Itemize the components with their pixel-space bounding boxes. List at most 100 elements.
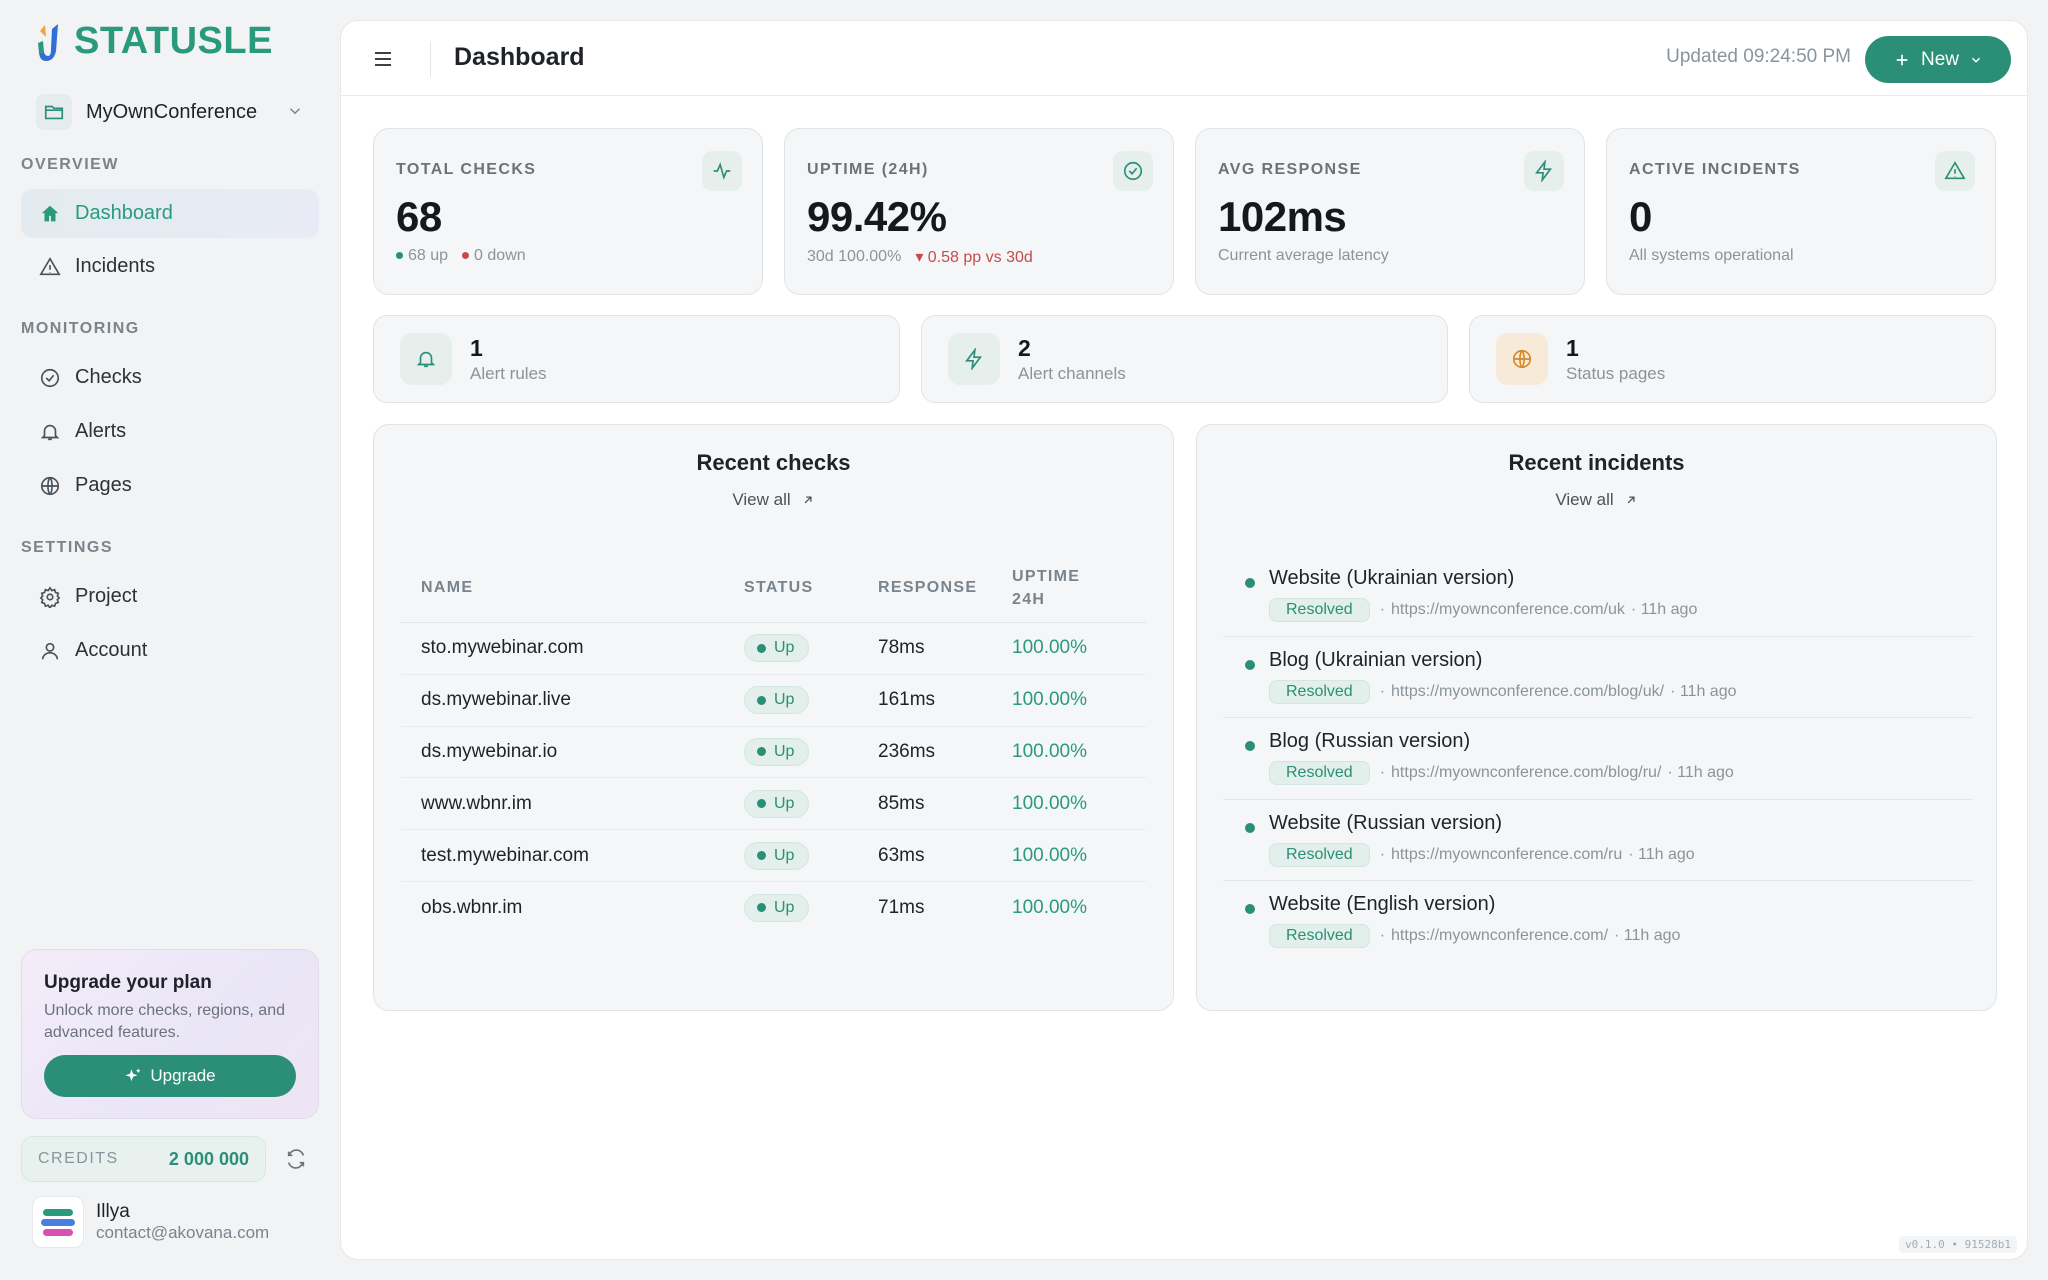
sidebar-item-label: Dashboard [75,202,173,224]
check-name: test.mywebinar.com [421,844,589,866]
stat-sub: Current average latency [1218,247,1389,264]
status-badge: Resolved [1269,924,1370,948]
bolt-icon [1524,151,1564,191]
upgrade-button[interactable]: Upgrade [44,1055,296,1097]
sidebar-item-label: Pages [75,474,132,496]
project-selector[interactable]: MyOwnConference [28,90,318,134]
status-badge: Resolved [1269,598,1370,622]
credits-label: CREDITS [38,1150,119,1167]
sidebar-item-label: Alerts [75,420,127,442]
status-badge: Resolved [1269,679,1370,704]
sidebar-item-pages[interactable]: Pages [21,461,319,510]
status-badge: Resolved [1269,761,1370,785]
incident-title: Blog (Russian version) [1269,730,1471,752]
sidebar-item-checks[interactable]: Checks [21,353,319,402]
mini-card-status-pages[interactable]: 1 Status pages [1469,315,1996,403]
new-button[interactable]: New [1865,36,2011,83]
avatar [32,1196,84,1248]
view-all-link[interactable]: View all [374,490,1173,510]
menu-icon[interactable] [371,47,395,71]
response-time: 78ms [878,637,925,659]
column-header: RESPONSE [878,578,978,596]
chevron-down-icon [1971,57,1981,63]
topbar: Dashboard Updated 09:24:50 PM New [341,21,2027,96]
incident-meta: Resolved · https://myownconference.com/blo… [1269,761,1973,785]
status-dot [757,799,766,809]
meta-separator: · [1379,682,1386,700]
stat-delta: ▾ 0.58 pp vs 30d [915,249,1033,266]
status-dot [757,695,766,705]
new-button-label: New [1920,48,1959,70]
logo-icon [38,23,58,61]
status-dot [757,903,766,913]
incident-time: · 11h ago [1628,845,1695,863]
view-all-label: View all [732,490,791,509]
mini-card-alert-channels[interactable]: 2 Alert channels [921,315,1448,403]
sidebar-item-project[interactable]: Project [21,572,319,621]
incident-time: · 11h ago [1670,682,1737,700]
sidebar-item-account[interactable]: Account [21,626,319,675]
upgrade-button-label: Upgrade [150,1066,216,1085]
view-all-link[interactable]: View all [1197,490,1996,510]
mini-card-alert-rules[interactable]: 1 Alert rules [373,315,900,403]
mini-value: 2 [1018,334,1031,361]
chevron-down-icon [289,108,301,115]
status-dot [757,643,766,653]
incident-meta: Resolved · https://myownconference.com/ru ·… [1269,842,1973,867]
column-header-line: UPTIME [1012,567,1081,585]
incident-meta: Resolved · https://myownconference.com/ · 1… [1269,924,1973,948]
meta-separator: · [1379,927,1386,944]
home-icon [37,203,63,225]
sidebar-item-alerts[interactable]: Alerts [21,407,319,456]
logo[interactable]: STATUSLE [34,20,273,63]
sidebar-item-incidents[interactable]: Incidents [21,242,319,291]
incident-url: https://myownconference.com/uk [1391,601,1625,618]
view-all-label: View all [1555,490,1614,509]
mini-value: 1 [1566,334,1579,361]
list-item[interactable]: Website (English version) Resolved · https:… [1223,881,1973,963]
user-email: contact@akovana.com [96,1223,270,1242]
sidebar-item-dashboard[interactable]: Dashboard [21,189,319,238]
list-item[interactable]: Website (Ukrainian version) Resolved · http… [1223,555,1973,637]
section-settings: SETTINGS [21,539,114,556]
section-overview: OVERVIEW [21,156,119,173]
uptime-value: 100.00% [1012,637,1088,659]
updated-time: Updated 09:24:50 PM [1666,46,1851,67]
arrow-up-right-icon [804,496,812,504]
status-text: Up [774,898,795,916]
table-row[interactable]: ds.mywebinar.io Up 236ms 100.00% [401,727,1146,779]
incident-meta: Resolved · https://myownconference.com/blo… [1269,679,1973,704]
checks-table: NAME STATUS RESPONSE UPTIME 24H sto.mywe… [401,553,1146,934]
list-item[interactable]: Blog (Russian version) Resolved · https://m… [1223,718,1973,800]
incident-title: Website (Russian version) [1269,811,1503,834]
mini-value: 1 [470,334,483,361]
stat-label: ACTIVE INCIDENTS [1629,161,1801,178]
check-circle-icon [1113,151,1153,191]
bell-icon [400,333,452,385]
meta-separator: · [1379,601,1386,618]
stat-card-active-incidents: ACTIVE INCIDENTS 0 All systems operation… [1606,128,1996,295]
sidebar-item-label: Incidents [75,255,156,277]
refresh-icon[interactable] [285,1148,307,1170]
table-row[interactable]: obs.wbnr.im Up 71ms 100.00% [401,882,1146,934]
stat-label: TOTAL CHECKS [396,161,537,178]
table-row[interactable]: sto.mywebinar.com Up 78ms 100.00% [401,623,1146,675]
table-row[interactable]: ds.mywebinar.live Up 161ms 100.00% [401,675,1146,727]
globe-icon [37,475,63,497]
list-item[interactable]: Website (Russian version) Resolved · https:… [1223,800,1973,881]
stat-label: AVG RESPONSE [1218,161,1362,178]
section-monitoring: MONITORING [21,320,140,337]
user-profile[interactable]: Illya contact@akovana.com [32,1196,269,1248]
table-row[interactable]: test.mywebinar.com Up 63ms 100.00% [401,830,1146,882]
user-icon [37,640,63,662]
mini-caption: Alert rules [470,363,547,383]
mini-caption: Alert channels [1018,363,1126,383]
plus-icon [1896,54,1908,65]
uptime-value: 100.00% [1012,689,1088,711]
list-item[interactable]: Blog (Ukrainian version) Resolved · https:/… [1223,637,1973,718]
check-name: www.wbnr.im [421,792,532,814]
divider [430,41,431,77]
table-row[interactable]: www.wbnr.im Up 85ms 100.00% [401,778,1146,831]
status-badge: Up [744,686,810,715]
incident-time: · 11h ago [1667,764,1734,781]
